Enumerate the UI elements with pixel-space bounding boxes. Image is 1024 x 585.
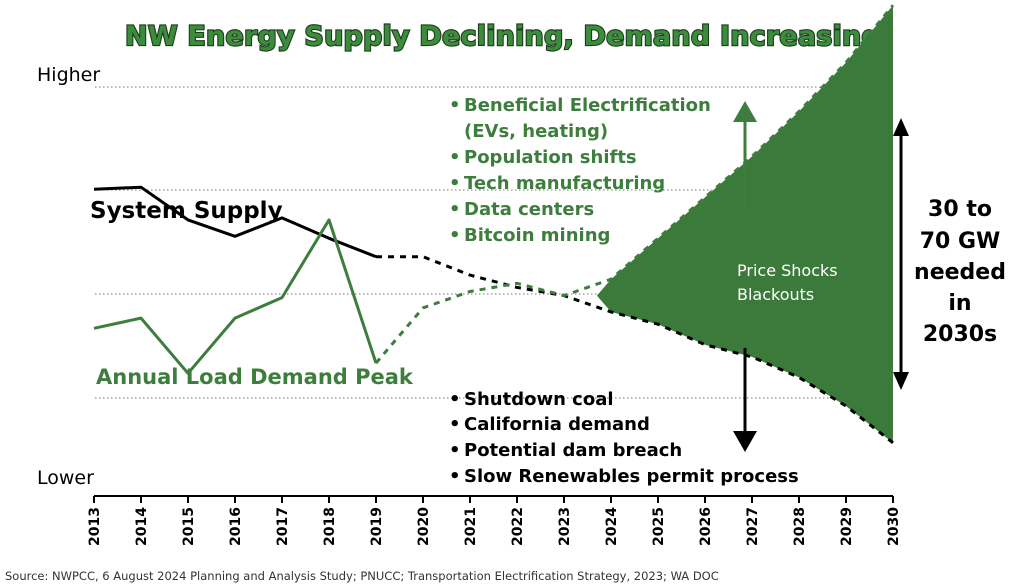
chart-title: NW Energy Supply Declining, Demand Incre… <box>125 21 881 52</box>
upward-driver-3: Tech manufacturing <box>464 173 665 194</box>
x-tick-label-2020: 2020 <box>416 507 432 546</box>
down-arrow-icon <box>733 348 757 452</box>
gap-size-label: 30 to 70 GW needed in 2030s <box>914 197 1006 347</box>
x-tick-label-2018: 2018 <box>322 507 338 546</box>
x-axis: 2013 2014 2015 2016 2017 2018 2019 2020 2021 2022… <box>87 495 902 546</box>
series-label-demand: Annual Load Demand Peak <box>96 365 414 389</box>
bullet-dot: • <box>449 414 461 435</box>
y-label-higher: Higher <box>37 64 100 86</box>
upward-driver-4: Data centers <box>464 199 594 220</box>
bullet-dot: • <box>449 147 461 168</box>
downward-driver-4: Slow Renewables permit process <box>464 466 799 487</box>
gap-size-line-3: needed <box>914 260 1006 285</box>
gap-size-line-2: 70 GW <box>920 229 1001 254</box>
x-tick-label-2015: 2015 <box>181 507 197 546</box>
gap-size-line-1: 30 to <box>928 197 992 222</box>
bullet-dot: • <box>449 389 461 410</box>
up-arrow-icon <box>733 101 757 207</box>
downward-driver-2: California demand <box>464 414 650 435</box>
bullet-dot: • <box>449 199 461 220</box>
x-tick-label-2017: 2017 <box>275 507 291 546</box>
upward-drivers-list: • Beneficial Electrification (EVs, heati… <box>449 95 711 246</box>
series-supply-projected-line <box>376 255 894 444</box>
x-tick-label-2016: 2016 <box>228 507 244 546</box>
downward-driver-3: Potential dam breach <box>464 440 682 461</box>
x-tick-label-2024: 2024 <box>604 507 620 546</box>
x-tick-label-2014: 2014 <box>134 507 150 546</box>
bullet-dot: • <box>449 173 461 194</box>
bullet-dot: • <box>449 440 461 461</box>
gap-size-line-4: in <box>948 291 971 316</box>
x-tick-label-2029: 2029 <box>839 507 855 546</box>
series-supply-historical-line <box>93 185 377 259</box>
x-tick-label-2023: 2023 <box>557 507 573 546</box>
supply-demand-gap-area <box>596 5 893 443</box>
gap-size-line-5: 2030s <box>923 322 997 347</box>
gap-label-line-1: Price Shocks <box>737 261 838 280</box>
x-tick-label-2022: 2022 <box>510 507 526 546</box>
upward-driver-5: Bitcoin mining <box>464 225 610 246</box>
series-label-supply: System Supply <box>90 198 283 224</box>
x-tick-label-2026: 2026 <box>698 507 714 546</box>
gap-label-line-2: Blackouts <box>737 285 814 304</box>
upward-driver-2: Population shifts <box>464 147 637 168</box>
x-tick-label-2030: 2030 <box>886 507 902 546</box>
series-layer <box>93 4 895 444</box>
upward-driver-1-detail: (EVs, heating) <box>464 121 608 142</box>
x-tick-label-2013: 2013 <box>87 507 103 546</box>
series-demand-projected-line <box>374 4 895 365</box>
y-label-lower: Lower <box>37 467 94 489</box>
series-demand-historical-line <box>93 218 378 375</box>
x-tick-label-2021: 2021 <box>463 507 479 546</box>
bullet-dot: • <box>449 225 461 246</box>
bullet-dot: • <box>449 95 461 116</box>
upward-driver-1: Beneficial Electrification <box>464 95 711 116</box>
downward-drivers-list: • Shutdown coal • California demand • Po… <box>449 389 799 487</box>
source-note: Source: NWPCC, 6 August 2024 Planning an… <box>5 569 719 583</box>
x-tick-label-2027: 2027 <box>745 507 761 546</box>
downward-driver-1: Shutdown coal <box>464 389 614 410</box>
x-tick-label-2028: 2028 <box>792 507 808 546</box>
bullet-dot: • <box>449 466 461 487</box>
gap-size-double-arrow-icon <box>893 118 909 390</box>
x-tick-label-2019: 2019 <box>369 507 385 546</box>
x-tick-label-2025: 2025 <box>651 507 667 546</box>
